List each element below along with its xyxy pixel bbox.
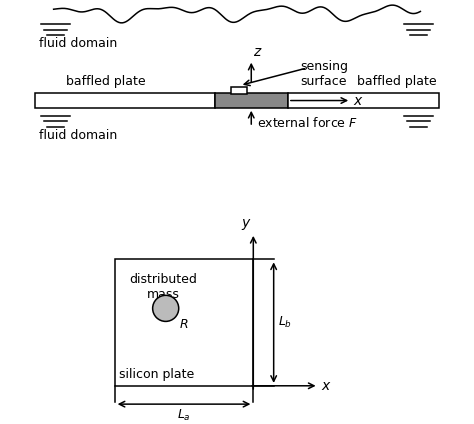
Text: $x$: $x$ bbox=[353, 94, 364, 108]
Text: distributed
mass: distributed mass bbox=[130, 273, 198, 301]
Text: baffled plate: baffled plate bbox=[66, 75, 146, 88]
Circle shape bbox=[153, 296, 179, 321]
Text: $y$: $y$ bbox=[240, 217, 251, 232]
Text: $L_b$: $L_b$ bbox=[278, 315, 292, 330]
Bar bbox=[288, 93, 439, 108]
Bar bbox=[115, 259, 253, 386]
Bar bbox=[231, 86, 247, 94]
Text: baffled plate: baffled plate bbox=[357, 75, 437, 88]
Text: fluid domain: fluid domain bbox=[39, 36, 118, 50]
Text: $L_a$: $L_a$ bbox=[177, 408, 191, 423]
Bar bbox=[35, 93, 215, 108]
Text: $z$: $z$ bbox=[253, 45, 263, 59]
Text: sensing
surface: sensing surface bbox=[300, 60, 348, 88]
Text: fluid domain: fluid domain bbox=[39, 129, 118, 142]
Text: $R$: $R$ bbox=[179, 318, 189, 332]
Text: external force $F$: external force $F$ bbox=[257, 116, 358, 130]
Bar bbox=[215, 93, 288, 108]
Text: $x$: $x$ bbox=[320, 379, 331, 393]
Text: silicon plate: silicon plate bbox=[119, 368, 194, 381]
